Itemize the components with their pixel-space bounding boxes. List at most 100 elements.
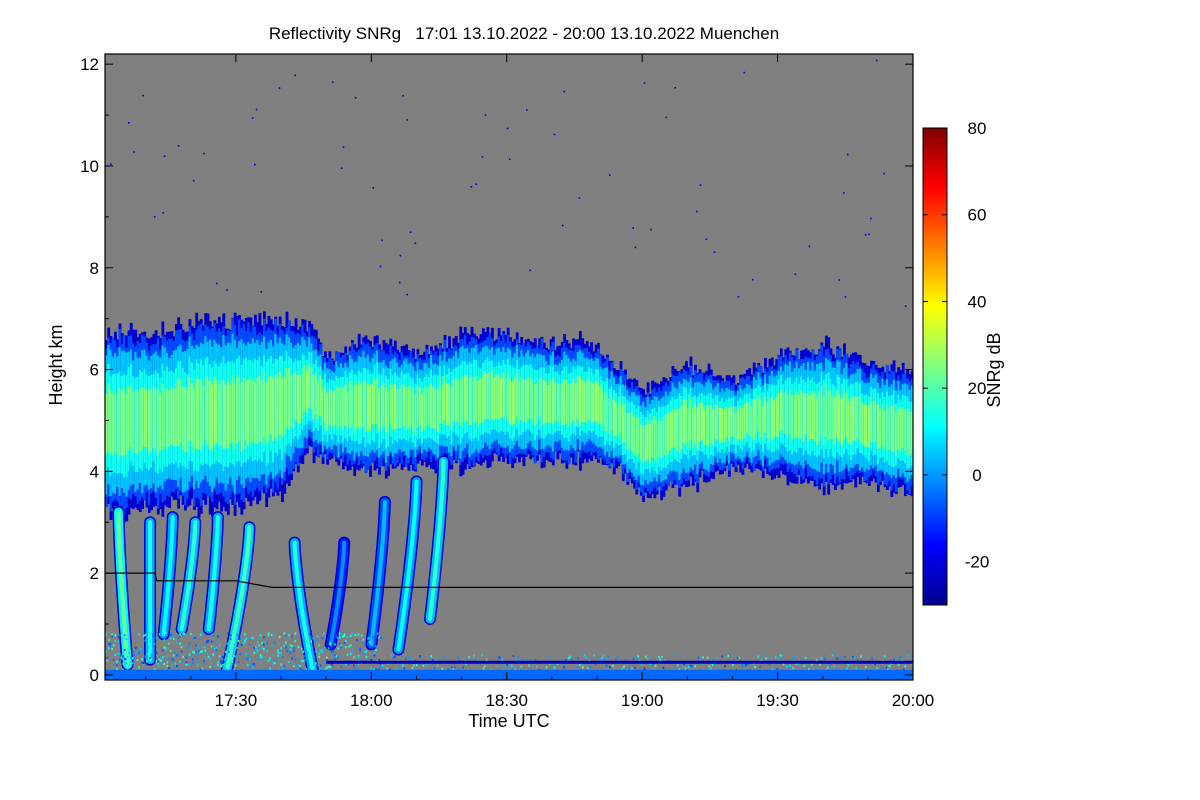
cloud-strip [518,380,521,424]
cloud-strip [761,406,765,442]
cloud-strip [529,377,533,419]
cloud-strip [303,364,307,411]
cloud-strip [382,382,386,426]
clutter-pixel [285,641,287,644]
cloud-strip [129,386,133,447]
cloud-strip [565,380,569,424]
cloud-strip [743,403,747,438]
clutter-pixel [190,632,192,635]
noise-dot [133,151,135,153]
fall-streak-core [369,499,387,647]
cloud-strip [488,372,492,420]
cloud-strip [725,407,729,438]
clutter-pixel [553,666,556,669]
cloud-strip [583,381,587,423]
clutter-pixel [226,642,229,645]
clutter-pixel [654,664,657,667]
clutter-pixel [139,648,142,651]
clutter-pixel [621,667,624,670]
cloud-strip [323,385,327,424]
clutter-pixel [177,665,180,668]
x-tick-label: 20:00 [892,691,935,710]
clutter-pixel [836,657,839,660]
clutter-pixel [120,654,123,657]
cloud-strip [165,388,169,449]
cloud-strip [427,387,431,426]
cloud-strip [897,406,901,450]
clutter-pixel [277,654,279,657]
clutter-pixel [567,656,570,660]
clutter-pixel [512,654,515,658]
clutter-pixel [236,646,238,649]
clutter-pixel [203,659,205,662]
cloud-strip [299,374,302,425]
cloud-strip [305,370,309,414]
noise-dot [563,90,565,93]
clutter-pixel [163,638,166,641]
cloud-strip [642,426,646,464]
clutter-pixel [244,641,246,644]
cloud-strip [109,389,113,455]
cloud-strip [700,402,704,441]
noise-dot [381,239,383,242]
clutter-pixel [165,657,167,660]
cloud-strip [585,381,589,423]
clutter-pixel [176,654,178,657]
cloud-strip [540,377,544,425]
clutter-pixel [697,656,700,659]
clutter-pixel [155,660,158,663]
clutter-pixel [776,667,779,671]
clutter-pixel [165,631,167,634]
clutter-pixel [310,640,312,643]
cloud-strip [217,384,221,446]
cloud-strip [378,388,381,432]
cloud-strip [423,388,427,430]
clutter-pixel [324,662,327,665]
clutter-pixel [174,651,177,654]
cloud-strip [344,384,348,426]
cloud-strip [213,377,217,446]
clutter-pixel [378,659,380,662]
clutter-pixel [428,663,431,666]
noise-dot [470,186,473,188]
clutter-pixel [639,659,641,662]
cloud-strip [820,386,824,436]
clutter-pixel [781,654,783,657]
clutter-pixel [808,668,810,671]
clutter-pixel [209,665,211,668]
clutter-pixel [141,658,143,661]
clutter-pixel [280,652,282,655]
plot-frame [104,53,914,681]
clutter-pixel [217,664,219,667]
cloud-strip [597,382,600,425]
cloud-strip [628,412,632,450]
clutter-pixel [255,648,257,651]
clutter-pixel [253,647,256,650]
clutter-pixel [108,638,110,641]
clutter-pixel [297,645,300,649]
clutter-pixel [124,657,126,661]
clutter-pixel [233,654,235,657]
clutter-pixel [117,636,120,639]
clutter-pixel [342,632,344,635]
clutter-pixel [300,647,303,650]
cloud-strip [138,390,142,452]
cloud-strip [457,380,460,423]
cloud-strip [396,389,400,430]
clutter-pixel [346,653,349,656]
clutter-pixel [291,657,293,660]
clutter-pixel [346,636,349,639]
clutter-pixel [855,667,857,670]
clutter-pixel [778,658,780,661]
x-tick-label: 19:30 [756,691,799,710]
cloud-strip [615,402,618,436]
cloud-strip [678,408,682,454]
clutter-pixel [136,659,139,662]
clutter-pixel [191,661,194,665]
clutter-pixel [792,667,794,670]
cloud-strip [569,383,573,424]
noise-dot [278,87,281,89]
cloud-strip [439,379,442,424]
clutter-pixel [220,665,222,668]
clutter-pixel [112,644,115,647]
